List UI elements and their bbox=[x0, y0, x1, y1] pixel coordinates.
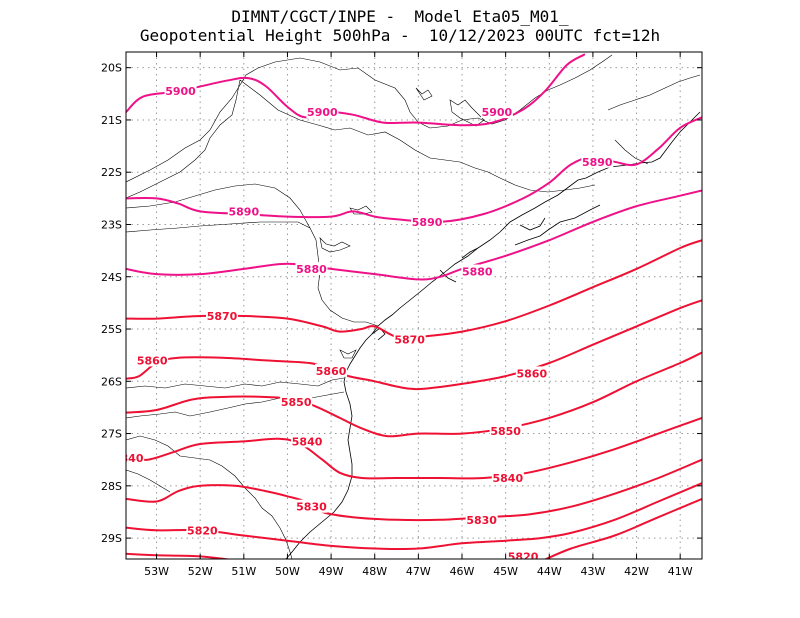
contour-label-bg bbox=[206, 308, 238, 322]
y-tick-label: 23S bbox=[101, 218, 122, 231]
contour-label-bg bbox=[507, 549, 540, 559]
contour-line-5880 bbox=[126, 189, 702, 281]
contour-label: 5870 bbox=[207, 310, 238, 323]
title-line-1: DIMNT/CGCT/INPE - Model Eta05_M01_ bbox=[231, 7, 569, 26]
y-tick-label: 21S bbox=[101, 114, 122, 127]
x-tick-label: 46W bbox=[450, 565, 475, 578]
contour-label-bg bbox=[411, 214, 444, 228]
contour-label-bg bbox=[291, 434, 324, 448]
lakes bbox=[319, 87, 485, 359]
x-tick-label: 43W bbox=[580, 565, 605, 578]
grid-lines bbox=[126, 52, 702, 559]
contour-label: 5860 bbox=[137, 354, 168, 367]
axis-layer: 53W 52W 51W 50W 49W 48W 47W 46W 45W 44W 43W 42W 41W 2… bbox=[101, 52, 702, 578]
contour-label: 5870 bbox=[394, 333, 425, 346]
contour-label-bg bbox=[126, 451, 145, 465]
contour-label: 5900 bbox=[482, 106, 513, 119]
contour-label-bg bbox=[295, 261, 328, 275]
contour-label: 5820 bbox=[508, 550, 539, 563]
contour-label: 5850 bbox=[490, 425, 521, 438]
contour-label: 5900 bbox=[307, 106, 338, 119]
x-tick-label: 47W bbox=[406, 565, 431, 578]
contour-line-5890 bbox=[126, 116, 702, 224]
contour-label-bg bbox=[393, 332, 426, 346]
contour-label-bg bbox=[227, 204, 260, 218]
contour-label: 5830 bbox=[296, 501, 327, 514]
contour-label: 5880 bbox=[296, 263, 327, 276]
y-tick-label: 22S bbox=[101, 166, 122, 179]
contour-label: 5840 bbox=[292, 435, 323, 448]
contour-layer: 5900 5900 5900 5890 5890 5890 5880 5880 5870 5870… bbox=[113, 53, 702, 563]
contour-label-bg bbox=[491, 470, 524, 484]
x-tick-label: 45W bbox=[493, 565, 518, 578]
x-tick-label: 42W bbox=[624, 565, 649, 578]
contour-line-5850 bbox=[126, 351, 702, 438]
x-tick-label: 49W bbox=[319, 565, 344, 578]
contour-label-bg bbox=[136, 353, 169, 367]
y-tick-label: 25S bbox=[101, 323, 122, 336]
x-tick-label: 50W bbox=[275, 565, 300, 578]
contour-label: 5840 bbox=[113, 452, 144, 465]
contour-line-5870 bbox=[126, 239, 702, 339]
contour-label: 5880 bbox=[462, 266, 493, 279]
contour-label: 5860 bbox=[517, 367, 548, 380]
contour-label: 5850 bbox=[281, 396, 312, 409]
coastline bbox=[285, 111, 701, 559]
state-borders bbox=[126, 54, 701, 559]
x-tick-label: 53W bbox=[144, 565, 169, 578]
contour-label-bg bbox=[581, 154, 614, 168]
contour-line-5860 bbox=[126, 299, 702, 391]
y-tick-label: 28S bbox=[101, 480, 122, 493]
contour-label-bg bbox=[280, 395, 313, 409]
contour-label-bg bbox=[295, 499, 328, 513]
contour-label-bg bbox=[306, 105, 339, 119]
coastline-bays bbox=[371, 204, 601, 341]
x-tick-label: 52W bbox=[188, 565, 213, 578]
contour-line-5840 bbox=[126, 416, 702, 480]
contour-label: 5820 bbox=[187, 524, 218, 537]
contour-label-bg bbox=[489, 423, 522, 437]
contour-label: 5900 bbox=[165, 85, 196, 98]
contour-line-5900 bbox=[126, 53, 586, 127]
contour-label: 5830 bbox=[466, 514, 497, 527]
y-tick-label: 27S bbox=[101, 428, 122, 441]
x-tick-label: 41W bbox=[668, 565, 693, 578]
contour-label: 5890 bbox=[229, 205, 260, 218]
contour-label-bg bbox=[164, 84, 197, 98]
contour-label-bg bbox=[315, 363, 348, 377]
contour-label: 5840 bbox=[493, 472, 524, 485]
coastline-layer bbox=[126, 54, 701, 559]
contour-label-bg bbox=[515, 366, 548, 380]
contour-label-bg bbox=[480, 105, 513, 119]
y-tick-label: 26S bbox=[101, 375, 122, 388]
x-tick-label: 48W bbox=[362, 565, 387, 578]
x-tick-label: 51W bbox=[231, 565, 256, 578]
plot-frame bbox=[125, 51, 703, 560]
y-tick-label: 24S bbox=[101, 271, 122, 284]
x-tick-label: 44W bbox=[537, 565, 562, 578]
contour-label-bg bbox=[186, 523, 219, 537]
contour-label: 5890 bbox=[582, 156, 613, 169]
contour-label: 5890 bbox=[412, 216, 443, 229]
contour-line-5810 bbox=[126, 552, 232, 559]
contour-label-bg bbox=[461, 264, 494, 278]
contour-label-bg bbox=[465, 512, 498, 526]
y-tick-label: 29S bbox=[101, 532, 122, 545]
contour-line-5830 bbox=[126, 458, 702, 522]
contour-label: 5860 bbox=[316, 365, 347, 378]
title-line-2: Geopotential Height 500hPa - 10/12/2023 … bbox=[139, 26, 661, 45]
contour-line-5810 bbox=[543, 497, 702, 559]
y-tick-label: 20S bbox=[101, 62, 122, 75]
